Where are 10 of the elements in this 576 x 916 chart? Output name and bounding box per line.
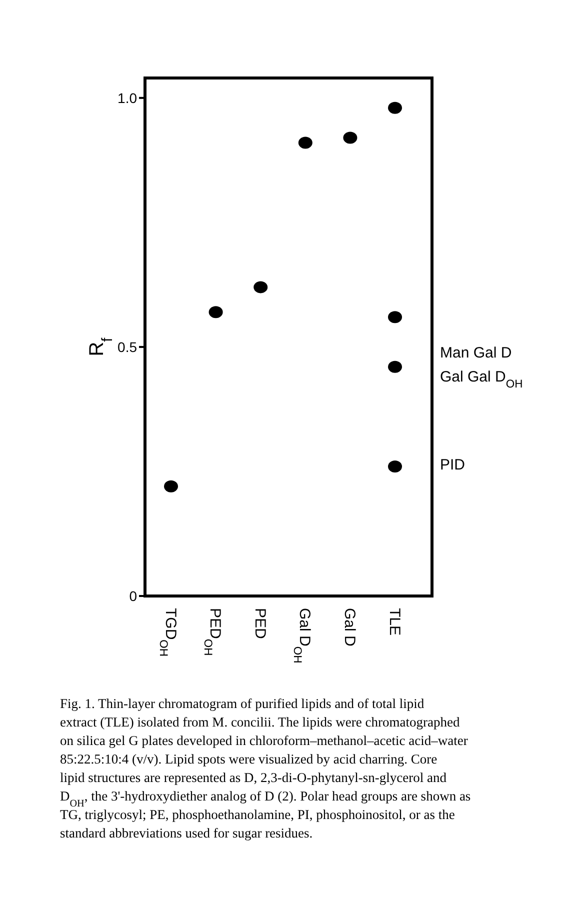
text: Fig. 1. Thin-layer chromatogram of purified lipids and of total lipid extract (TLE) isolated from M. concilii. The lipids were chromatographed on silica gel G plates developed in chloroform–methanol–acetic acid–water 85:22.5:10:4 (v/v). Lipid spots were visualized by acid charring. Core lipid structures are represented as D, 2,3-di-O-phytanyl-sn-glycerol and D$_{OH}$, the 3'-hydroxydiether analog of D (2). Polar head groups are shown as TG, triglycosyl; PE, phosphoethanolamine, PI, phosphoinositol, or as the standard abbreviations used for sugar residues. (60, 696, 471, 840)
x-tick-label: Gal D (340, 608, 358, 647)
y-tick-label: 1.0 (118, 90, 138, 106)
x-tick-label: PED (251, 608, 268, 640)
text: Man Gal D (440, 344, 512, 362)
y-tick-label: 0.5 (118, 338, 138, 355)
x-tick-label: TLE (386, 608, 403, 636)
text: Gal Gal D$_{OH}$ (440, 368, 523, 390)
y-tick-label: 0 (129, 588, 138, 604)
text: PID (440, 456, 466, 474)
